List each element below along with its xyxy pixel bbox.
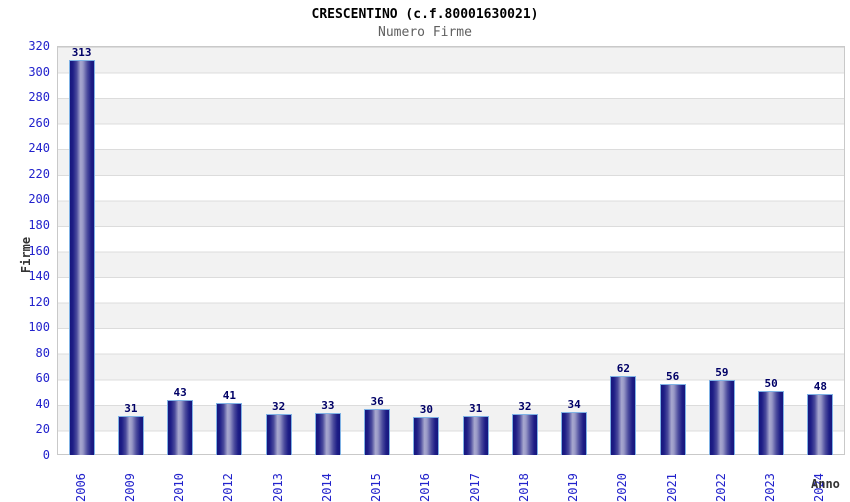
y-tick-label: 300 [28, 64, 50, 79]
x-tick-label: 2016 [418, 473, 433, 502]
bar-2015[interactable] [364, 409, 391, 455]
bar-value-label: 50 [764, 377, 778, 390]
bar-slot: 313 [57, 46, 106, 455]
y-axis-title: Firme [19, 236, 33, 274]
bar-2013[interactable] [265, 414, 292, 455]
bar-slot: 56 [648, 46, 697, 455]
y-tick-label: 0 [42, 448, 50, 462]
bar-2006[interactable] [68, 60, 95, 455]
bar-slot: 32 [254, 46, 303, 455]
bar-2020[interactable] [610, 376, 637, 455]
bar-slot: 59 [697, 46, 746, 455]
x-tick-label: 2015 [369, 473, 384, 502]
x-tick-label: 2018 [516, 473, 531, 502]
bar-value-label: 34 [567, 398, 581, 411]
y-tick-label: 80 [35, 345, 50, 360]
y-tick-label: 320 [28, 39, 50, 53]
bar-value-label: 56 [666, 370, 680, 383]
x-axis-ticks: 2006 2009 2010 2012 2013 2014 2015 2016 2017 2018… [57, 458, 845, 502]
x-tick-label: 2019 [566, 473, 581, 502]
y-tick-label: 200 [28, 192, 50, 207]
x-tick-label: 2014 [319, 473, 334, 502]
bar-slot: 43 [156, 46, 205, 455]
y-tick-label: 40 [35, 396, 50, 411]
bar-2022[interactable] [708, 380, 735, 455]
x-axis-title: Anno [811, 477, 840, 491]
bar-slot: 36 [353, 46, 402, 455]
bar-2017[interactable] [462, 416, 489, 455]
bar-slot: 33 [303, 46, 352, 455]
bar-2012[interactable] [216, 403, 243, 455]
bar-value-label: 59 [715, 366, 729, 379]
bar-value-label: 48 [813, 380, 827, 393]
bar-value-label: 33 [321, 399, 335, 412]
bar-slot: 50 [747, 46, 796, 455]
y-tick-label: 120 [28, 294, 50, 309]
bar-slot: 48 [796, 46, 845, 455]
x-tick-label: 2012 [221, 473, 236, 502]
bar-2023[interactable] [758, 391, 785, 455]
bar-2009[interactable] [117, 416, 144, 455]
bar-value-label: 31 [469, 402, 483, 415]
y-tick-label: 240 [28, 141, 50, 156]
bar-slot: 34 [550, 46, 599, 455]
x-tick-label: 2006 [73, 473, 88, 502]
x-tick-label: 2017 [467, 473, 482, 502]
y-tick-label: 140 [28, 269, 50, 284]
bar-2016[interactable] [413, 417, 440, 455]
bar-2014[interactable] [314, 413, 341, 455]
bar-2019[interactable] [561, 412, 588, 455]
y-tick-label: 260 [28, 115, 50, 130]
bar-value-label: 43 [173, 386, 187, 399]
chart-title: CRESCENTINO (c.f.80001630021) [311, 7, 539, 22]
bar-slot: 30 [402, 46, 451, 455]
bar-slot: 32 [500, 46, 549, 455]
y-tick-label: 20 [35, 422, 50, 437]
x-tick-label: 2009 [122, 473, 137, 502]
bar-slot: 62 [599, 46, 648, 455]
bar-slot: 41 [205, 46, 254, 455]
y-tick-label: 160 [28, 243, 50, 258]
y-tick-label: 60 [35, 371, 50, 386]
x-tick-label: 2022 [713, 473, 728, 502]
y-tick-label: 280 [28, 90, 50, 105]
bar-value-label: 41 [222, 389, 236, 402]
chart-subtitle: Numero Firme [378, 25, 472, 40]
bars-layer: 313 31 43 41 32 33 36 30 31 32 34 62 56 59 50 48 [57, 46, 845, 455]
y-tick-label: 180 [28, 217, 50, 232]
x-tick-label: 2021 [664, 473, 679, 502]
bar-2010[interactable] [167, 400, 194, 455]
bar-value-label: 32 [518, 400, 532, 413]
bar-value-label: 30 [419, 403, 433, 416]
bar-value-label: 32 [272, 400, 286, 413]
bar-2021[interactable] [659, 384, 686, 455]
bar-2018[interactable] [511, 414, 538, 455]
y-tick-label: 100 [28, 320, 50, 335]
bar-value-label: 313 [71, 46, 92, 59]
bar-value-label: 62 [616, 362, 630, 375]
bar-slot: 31 [106, 46, 155, 455]
bar-value-label: 36 [370, 395, 384, 408]
bar-value-label: 31 [124, 402, 138, 415]
x-tick-label: 2020 [615, 473, 630, 502]
x-tick-label: 2023 [763, 473, 778, 502]
x-tick-label: 2013 [270, 473, 285, 502]
x-tick-label: 2010 [172, 473, 187, 502]
bar-2024[interactable] [807, 394, 834, 455]
y-tick-label: 220 [28, 166, 50, 181]
bar-slot: 31 [451, 46, 500, 455]
